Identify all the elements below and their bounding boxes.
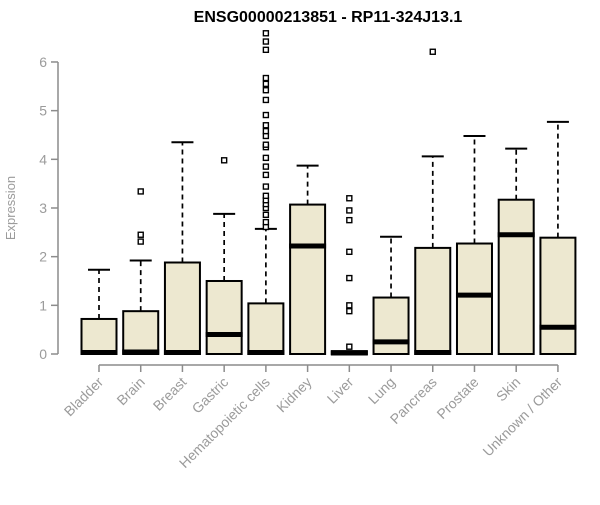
x-category-label: Unknown / Other: [479, 374, 565, 460]
outlier-point: [262, 192, 270, 200]
outlier-point: [262, 80, 270, 88]
boxplot-group: [372, 235, 410, 355]
y-tick-label: 5: [39, 103, 47, 119]
boxplot-group: [247, 30, 285, 356]
outlier-point: [262, 122, 270, 129]
x-category-label: Skin: [493, 374, 524, 405]
x-category-label: Kidney: [273, 374, 315, 416]
box-rect: [414, 246, 452, 355]
outlier-point: [137, 188, 144, 195]
outlier-point: [262, 96, 270, 104]
outlier-point: [346, 307, 353, 315]
y-tick-label: 2: [39, 249, 47, 265]
boxplot-group: [414, 48, 452, 356]
y-tick-label: 3: [39, 200, 47, 216]
outlier-point: [346, 216, 353, 224]
boxplot-group: [497, 147, 535, 355]
y-tick-label: 6: [39, 54, 47, 70]
outlier-point: [262, 163, 270, 170]
box-rect: [372, 296, 410, 355]
outlier-point: [346, 248, 353, 255]
outlier-point: [346, 207, 353, 214]
y-axis-title: Expression: [3, 176, 18, 240]
boxplot-group: [330, 195, 368, 356]
y-tick-label: 4: [39, 151, 47, 167]
outlier-point: [262, 74, 270, 82]
boxplot-group: [455, 134, 493, 356]
boxplot-group: [163, 141, 201, 356]
outlier-point: [262, 46, 270, 54]
boxplot-group: [289, 164, 327, 355]
x-category-label: Prostate: [433, 374, 481, 422]
box-rect: [205, 279, 243, 355]
outlier-point: [262, 127, 270, 135]
outlier-point: [429, 48, 436, 55]
box-rect: [289, 203, 327, 355]
outlier-point: [262, 87, 270, 94]
outlier-point: [262, 183, 270, 190]
outlier-point: [262, 38, 270, 45]
boxplot-group: [539, 120, 577, 355]
x-category-label: Lung: [365, 374, 398, 407]
outlier-point: [137, 238, 144, 245]
outlier-point: [346, 302, 353, 309]
outlier-point: [262, 171, 270, 179]
x-category-label: Breast: [150, 374, 190, 414]
x-category-label: Brain: [113, 374, 147, 408]
x-category-label: Bladder: [61, 374, 107, 420]
box-rect: [80, 317, 118, 356]
outlier-point: [262, 218, 270, 226]
box-rect: [247, 302, 285, 356]
y-tick-label: 1: [39, 297, 47, 313]
box-rect: [497, 198, 535, 355]
outlier-point: [220, 157, 228, 164]
outlier-point: [346, 343, 353, 350]
outlier-point: [262, 211, 270, 219]
outlier-point: [262, 30, 270, 37]
outlier-point: [262, 154, 270, 162]
outlier-point: [262, 111, 270, 119]
boxplot-group: [122, 188, 160, 356]
box-rect: [455, 242, 493, 356]
outlier-point: [346, 274, 353, 282]
outlier-point: [346, 195, 353, 202]
boxplot-group: [80, 268, 118, 356]
box-rect: [539, 236, 577, 355]
box-rect: [163, 261, 201, 355]
outlier-point: [262, 141, 270, 148]
x-category-label: Liver: [324, 374, 357, 407]
boxplot-group: [205, 157, 243, 355]
outlier-point: [137, 231, 144, 238]
box-rect: [122, 310, 160, 356]
y-tick-label: 0: [39, 346, 47, 362]
chart-title: ENSG00000213851 - RP11-324J13.1: [194, 9, 463, 26]
